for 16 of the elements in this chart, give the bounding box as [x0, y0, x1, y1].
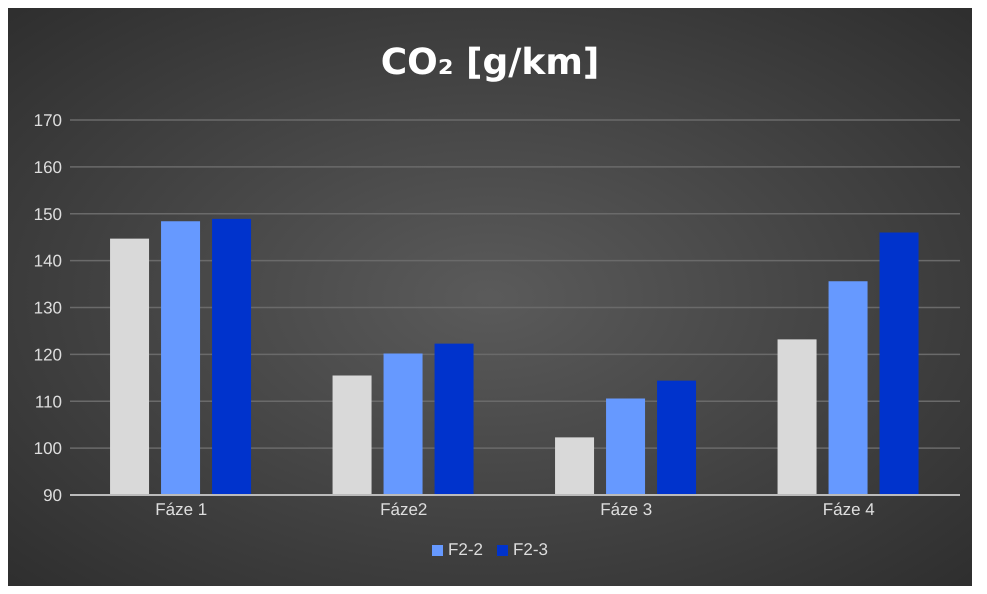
y-tick-label: 120 — [34, 345, 62, 364]
y-tick-label: 140 — [34, 252, 62, 271]
y-tick-label: 130 — [34, 298, 62, 318]
y-tick-label: 150 — [34, 204, 62, 224]
x-tick-label: Fáze 1 — [155, 500, 208, 520]
y-tick-label: 110 — [34, 392, 62, 412]
chart-title: CO₂ [g/km] — [380, 41, 600, 85]
legend-label: F2-2 — [448, 540, 483, 560]
x-tick-label: Fáze2 — [380, 500, 428, 520]
x-tick-label: Fáze 4 — [822, 500, 875, 520]
y-tick-label: 160 — [34, 158, 62, 177]
legend-label: F2-3 — [513, 540, 548, 560]
y-tick-label: 170 — [34, 111, 62, 130]
y-tick-label: 90 — [43, 486, 62, 506]
x-tick-label: Fáze 3 — [600, 500, 652, 520]
y-tick-label: 100 — [34, 439, 62, 458]
